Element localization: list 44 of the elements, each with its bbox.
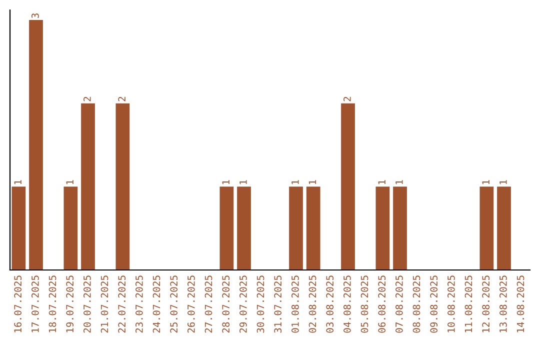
- x-tick-label: 24.07.2025: [152, 276, 160, 333]
- data-label: 1: [66, 180, 74, 184]
- x-tick-label: 31.07.2025: [274, 276, 282, 333]
- x-tick-label: 22.07.2025: [118, 276, 126, 333]
- data-label: 2: [118, 96, 126, 102]
- x-tick-label: 16.07.2025: [14, 276, 22, 332]
- x-tick-label: 07.08.2025: [395, 276, 403, 333]
- data-label: 1: [222, 180, 230, 184]
- data-label: 1: [292, 180, 299, 184]
- x-tick-label: 23.07.2025: [135, 276, 143, 333]
- x-tick-label: 09.08.2025: [430, 276, 438, 333]
- data-label: 1: [500, 180, 507, 184]
- data-label: 1: [308, 180, 316, 184]
- data-label: 1: [482, 180, 490, 184]
- x-tick-label: 27.07.2025: [204, 276, 212, 333]
- x-tick-label: 04.08.2025: [343, 276, 351, 333]
- x-tick-label: 28.07.2025: [222, 276, 230, 333]
- data-label: 1: [378, 180, 386, 184]
- x-tick-label: 14.08.2025: [516, 276, 524, 332]
- data-label: 2: [343, 96, 351, 102]
- x-tick-label: 25.07.2025: [170, 276, 178, 333]
- x-tick-label: 19.07.2025: [66, 276, 74, 332]
- x-tick-label: 20.07.2025: [83, 276, 91, 333]
- x-tick-label: 18.07.2025: [48, 276, 56, 332]
- x-tick-label: 17.07.2025: [31, 276, 39, 332]
- data-label: 1: [240, 180, 247, 184]
- x-tick-label: 05.08.2025: [360, 276, 368, 333]
- data-label: 1: [396, 180, 403, 184]
- x-tick-label: 03.08.2025: [326, 276, 334, 333]
- x-tick-label: 21.07.2025: [100, 276, 108, 333]
- x-tick-label: 02.08.2025: [308, 276, 316, 333]
- x-tick-label: 30.07.2025: [256, 276, 264, 333]
- x-tick-label: 26.07.2025: [187, 276, 195, 333]
- x-tick-label: 08.08.2025: [412, 276, 420, 333]
- x-tick-label: 11.08.2025: [464, 276, 472, 332]
- x-tick-label: 01.08.2025: [291, 276, 299, 333]
- data-label: 1: [14, 180, 22, 184]
- data-label: 2: [83, 96, 91, 102]
- x-tick-label: 13.08.2025: [499, 276, 507, 332]
- x-tick-label: 10.08.2025: [447, 276, 455, 332]
- x-tick-label: 06.08.2025: [378, 276, 386, 333]
- data-label: 3: [31, 13, 39, 18]
- x-tick-label: 29.07.2025: [239, 276, 247, 333]
- x-tick-label: 12.08.2025: [482, 276, 490, 332]
